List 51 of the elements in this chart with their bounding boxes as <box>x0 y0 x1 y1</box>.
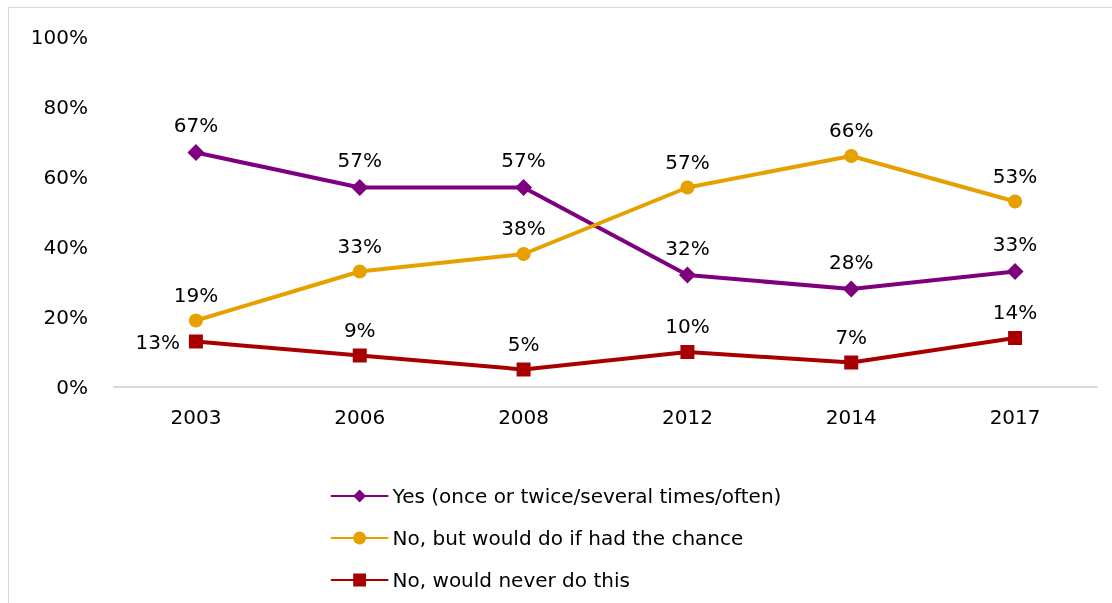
x-tick-label: 2006 <box>334 405 386 429</box>
data-label: 14% <box>992 300 1038 324</box>
data-label: 13% <box>135 329 180 354</box>
point <box>1008 331 1023 345</box>
data-label: 7% <box>835 324 868 349</box>
point <box>352 348 367 363</box>
point <box>842 280 860 298</box>
x-tick-label: 2014 <box>825 405 877 429</box>
x-tick-label: 2017 <box>989 405 1041 429</box>
data-label: 32% <box>665 235 710 260</box>
data-label: 67% <box>173 113 219 137</box>
point <box>1006 263 1024 280</box>
x-tick-label: 2012 <box>661 405 713 429</box>
y-tick-label: 60% <box>43 165 88 189</box>
data-label: 53% <box>992 163 1038 188</box>
point <box>187 144 205 161</box>
point <box>844 355 859 370</box>
y-tick-label: 80% <box>43 95 88 119</box>
point <box>678 266 696 284</box>
point <box>516 247 531 261</box>
data-label: 57% <box>337 148 382 172</box>
point <box>351 179 369 196</box>
point <box>680 345 695 359</box>
y-tick-label: 40% <box>43 235 88 259</box>
data-label: 19% <box>173 282 219 307</box>
legend-label: No, would never do this <box>392 568 630 592</box>
legend-label: No, but would do if had the chance <box>392 526 744 550</box>
point <box>352 264 367 279</box>
data-label: 10% <box>665 314 710 338</box>
point <box>680 180 695 195</box>
point <box>516 362 531 377</box>
x-tick-label: 2008 <box>498 405 550 429</box>
data-label: 5% <box>507 331 540 356</box>
data-label: 33% <box>992 232 1038 256</box>
point <box>188 334 203 349</box>
data-label: 28% <box>829 249 874 274</box>
data-label: 38% <box>501 216 546 240</box>
point <box>844 149 859 163</box>
y-tick-label: 100% <box>30 25 88 49</box>
x-tick-label: 2003 <box>170 405 222 429</box>
data-label: 57% <box>501 148 546 172</box>
y-tick-label: 20% <box>43 305 88 329</box>
legend-label: Yes (once or twice/several times/often) <box>391 484 782 508</box>
data-label: 33% <box>337 233 382 258</box>
data-label: 57% <box>665 149 710 174</box>
point <box>1008 194 1023 209</box>
point <box>515 179 533 196</box>
point <box>188 313 203 328</box>
data-label: 66% <box>829 118 874 142</box>
y-tick-label: 0% <box>56 375 88 399</box>
data-label: 9% <box>343 317 376 342</box>
